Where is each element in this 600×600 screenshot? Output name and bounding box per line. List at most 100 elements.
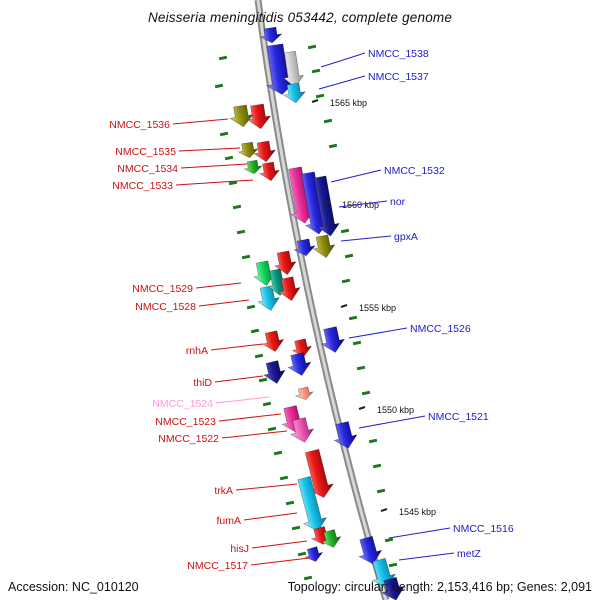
gene-label[interactable]: NMCC_1528 xyxy=(135,301,196,313)
gene-arrow[interactable] xyxy=(228,104,254,128)
minor-feature-tick xyxy=(267,426,277,432)
minor-feature-tick xyxy=(228,180,238,186)
minor-feature-tick xyxy=(279,475,289,481)
gene-arrow[interactable] xyxy=(272,250,298,277)
minor-feature-tick xyxy=(224,155,234,161)
gene-arrow[interactable] xyxy=(243,159,263,175)
gene-label[interactable]: NMCC_1537 xyxy=(368,71,429,83)
leader-line xyxy=(175,179,254,186)
leader-line xyxy=(210,343,264,351)
minor-feature-tick xyxy=(388,562,398,568)
gene-arrow[interactable] xyxy=(319,325,347,354)
gene-label[interactable]: NMCC_1534 xyxy=(117,163,178,175)
gene-arrow[interactable] xyxy=(261,360,287,386)
gene-arrow[interactable] xyxy=(258,161,281,182)
gene-arrow[interactable] xyxy=(294,386,315,402)
gene-label[interactable]: nor xyxy=(390,196,406,208)
minor-feature-tick xyxy=(246,304,256,310)
minor-feature-tick xyxy=(323,118,333,124)
gene-arrow[interactable] xyxy=(251,260,277,288)
leader-line xyxy=(180,163,248,169)
gene-label[interactable]: fumA xyxy=(216,515,241,527)
minor-feature-tick xyxy=(356,365,366,371)
gene-label[interactable]: NMCC_1536 xyxy=(109,119,170,131)
leader-line xyxy=(172,118,229,125)
gene-label[interactable]: NMCC_1532 xyxy=(384,165,445,177)
leader-line xyxy=(218,413,282,422)
minor-feature-tick xyxy=(341,278,351,284)
minor-feature-tick xyxy=(344,253,354,259)
gene-label[interactable]: NMCC_1516 xyxy=(453,523,514,535)
ruler-tick xyxy=(358,406,366,410)
minor-feature-tick xyxy=(273,450,283,456)
gene-arrow[interactable] xyxy=(286,351,314,378)
leader-line xyxy=(250,557,310,566)
gene-label[interactable]: NMCC_1529 xyxy=(132,283,193,295)
gene-label[interactable]: NMCC_1522 xyxy=(158,433,219,445)
gene-label[interactable]: NMCC_1538 xyxy=(368,48,429,60)
minor-feature-tick xyxy=(303,575,313,581)
gene-label[interactable]: NMCC_1524 xyxy=(152,398,213,410)
minor-feature-tick xyxy=(219,131,229,137)
minor-feature-tick xyxy=(307,44,317,50)
gene-arrow[interactable] xyxy=(292,238,316,258)
leader-line xyxy=(215,396,270,404)
gene-label[interactable]: metZ xyxy=(457,548,482,560)
gene-arrow[interactable] xyxy=(293,475,330,534)
ruler-label: 1555 kbp xyxy=(359,303,396,313)
gene-label[interactable]: NMCC_1521 xyxy=(428,411,489,423)
gene-label[interactable]: hisJ xyxy=(230,543,249,555)
gene-label[interactable]: trkA xyxy=(214,485,233,497)
gene-arrow[interactable] xyxy=(355,535,385,567)
accession-text: Accession: NC_010120 xyxy=(8,580,139,594)
gene-arrow[interactable] xyxy=(276,276,302,303)
gene-label[interactable]: NMCC_1533 xyxy=(112,180,173,192)
gene-label[interactable]: gpxA xyxy=(394,231,418,243)
gene-label[interactable]: NMCC_1526 xyxy=(410,323,471,335)
gene-arrow[interactable] xyxy=(237,141,259,159)
gene-arrow[interactable] xyxy=(311,234,336,260)
minor-feature-tick xyxy=(214,83,224,89)
minor-feature-tick xyxy=(218,55,228,61)
minor-feature-tick xyxy=(285,500,295,506)
gene-label[interactable]: NMCC_1535 xyxy=(115,146,176,158)
gene-arrow[interactable] xyxy=(282,82,306,104)
gene-arrow[interactable] xyxy=(290,338,313,359)
leader-line xyxy=(340,235,392,242)
gene-arrow[interactable] xyxy=(260,330,285,354)
ruler-tick xyxy=(323,201,331,205)
gene-label[interactable]: rnhA xyxy=(186,345,208,357)
genome-summary-text: Topology: circular; Length: 2,153,416 bp… xyxy=(287,580,592,594)
genome-axis-highlight xyxy=(256,0,388,600)
gene-arrow[interactable] xyxy=(303,546,324,564)
minor-feature-tick xyxy=(384,537,394,543)
gene-arrow[interactable] xyxy=(252,140,277,163)
ruler-label: 1545 kbp xyxy=(399,507,436,517)
gene-arrow[interactable] xyxy=(331,420,360,451)
gene-arrow[interactable] xyxy=(245,103,272,130)
minor-feature-tick xyxy=(372,463,382,469)
leader-line xyxy=(398,552,455,561)
gene-arrow[interactable] xyxy=(319,528,343,550)
leader-line xyxy=(330,169,382,183)
gene-label[interactable]: NMCC_1517 xyxy=(187,560,248,572)
leader-line xyxy=(195,282,242,289)
leader-line xyxy=(243,512,298,521)
gene-label[interactable]: thiD xyxy=(193,377,212,389)
gene-arrow[interactable] xyxy=(379,576,408,600)
minor-feature-tick xyxy=(250,328,260,334)
gene-label[interactable]: NMCC_1523 xyxy=(155,416,216,428)
ruler-label: 1550 kbp xyxy=(377,405,414,415)
minor-feature-tick xyxy=(291,525,301,531)
gene-arrow[interactable] xyxy=(288,416,316,445)
gene-arrow[interactable] xyxy=(309,175,341,238)
leader-line xyxy=(198,299,250,307)
page-title: Neisseria meningitidis 053442, complete … xyxy=(147,10,453,25)
gene-arrow[interactable] xyxy=(280,50,305,90)
minor-feature-tick xyxy=(368,438,378,444)
gene-arrow[interactable] xyxy=(259,26,283,44)
leader-line xyxy=(221,430,288,439)
ruler-tick xyxy=(380,508,388,512)
